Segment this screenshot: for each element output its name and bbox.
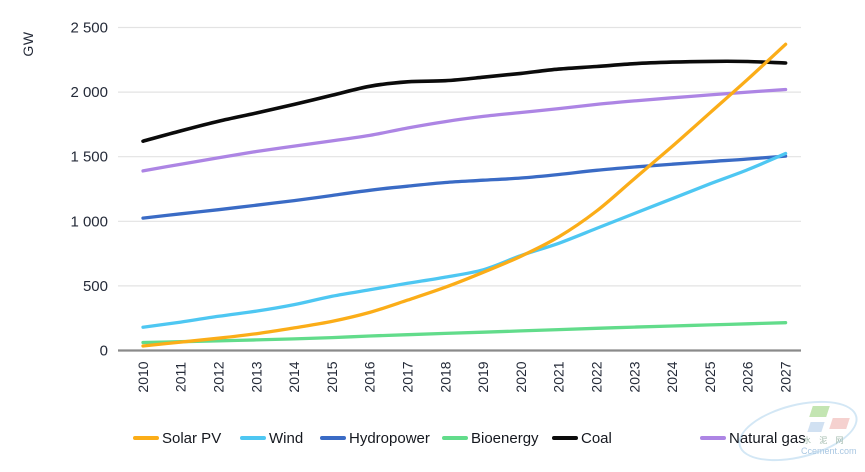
y-tick-label: 2 500 [70, 20, 108, 37]
y-tick-label: 0 [100, 343, 108, 360]
x-tick-label: 2011 [173, 362, 189, 392]
legend-label-hydropower: Hydropower [349, 429, 430, 447]
series-line-bioenergy [141, 321, 788, 345]
y-tick-label: 2 000 [70, 84, 108, 101]
x-tick-label: 2026 [740, 361, 756, 392]
y-tick-label: 500 [83, 278, 108, 295]
legend-swatch-wind [240, 436, 266, 440]
legend-label-coal: Coal [581, 429, 612, 447]
legend-swatch-hydropower [320, 436, 346, 440]
y-axis-title: GW [20, 31, 36, 57]
legend: Solar PV Wind Hydropower Bioenergy Coal Natur… [0, 427, 865, 451]
x-tick-label: 2022 [589, 361, 605, 392]
series-line-coal [141, 59, 788, 143]
legend-swatch-coal [552, 436, 578, 440]
legend-item-bioenergy: Bioenergy [442, 427, 539, 449]
legend-item-hydropower: Hydropower [320, 427, 430, 449]
legend-swatch-natural-gas [700, 436, 726, 440]
legend-item-solar-pv: Solar PV [133, 427, 221, 449]
x-tick-label: 2014 [286, 361, 302, 392]
legend-label-wind: Wind [269, 429, 304, 447]
legend-item-natural-gas: Natural gas [700, 427, 806, 449]
y-tick-label: 1 500 [70, 149, 108, 166]
legend-label-bioenergy: Bioenergy [471, 429, 539, 447]
series-line-natural-gas [141, 87, 788, 173]
series-line-solar-pv [141, 42, 788, 348]
x-tick-label: 2025 [702, 361, 718, 392]
legend-label-natural-gas: Natural gas [729, 429, 806, 447]
x-tick-label: 2021 [551, 361, 567, 392]
x-tick-label: 2024 [664, 361, 680, 392]
x-tick-label: 2019 [475, 361, 491, 392]
legend-item-wind: Wind [240, 427, 303, 449]
plot-area: 0 500 1 000 1 500 2 000 2 500 2010 2011 2012 2013… [70, 20, 801, 393]
y-tick-label: 1 000 [70, 213, 108, 230]
x-tick-label: 2017 [400, 361, 416, 392]
x-tick-label: 2015 [324, 361, 340, 392]
legend-swatch-solar-pv [133, 436, 159, 440]
series-line-hydropower [141, 154, 788, 220]
x-tick-label: 2012 [211, 361, 227, 392]
x-tick-label: 2018 [437, 361, 453, 392]
legend-label-solar-pv: Solar PV [162, 429, 222, 447]
x-tick-label: 2027 [778, 361, 794, 392]
series-line-wind [141, 151, 788, 329]
x-tick-label: 2016 [362, 361, 378, 392]
legend-swatch-bioenergy [442, 436, 468, 440]
legend-item-coal: Coal [552, 427, 612, 449]
x-tick-label: 2020 [513, 361, 529, 392]
x-tick-label: 2023 [626, 361, 642, 392]
x-tick-label: 2010 [135, 361, 151, 392]
x-tick-label: 2013 [248, 361, 264, 392]
